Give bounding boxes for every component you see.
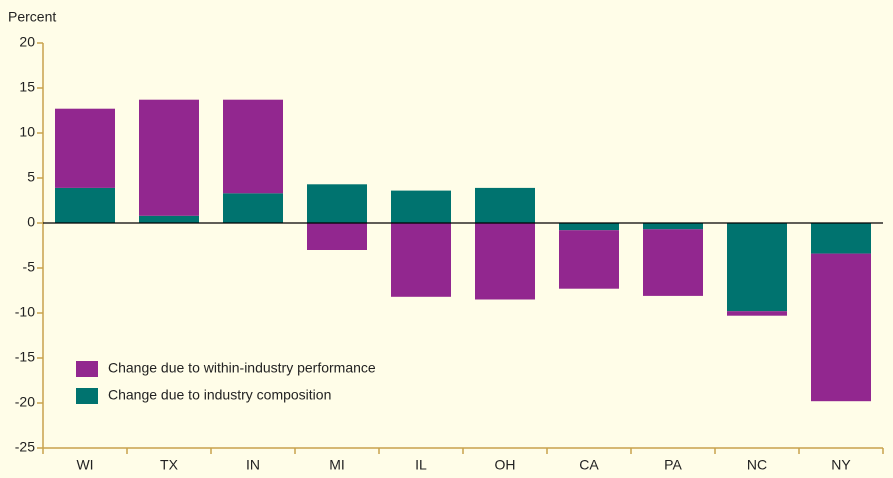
y-tick-label: 0 (27, 214, 35, 230)
bar (139, 99, 199, 216)
bar (643, 229, 703, 296)
x-tick-label: TX (160, 457, 179, 473)
bar (559, 223, 619, 231)
x-tick-label: IL (415, 457, 427, 473)
bar (55, 187, 115, 223)
bar (559, 230, 619, 289)
bar (643, 223, 703, 230)
x-tick-label: WI (76, 457, 93, 473)
y-tick-label: -25 (15, 439, 35, 455)
bar (475, 187, 535, 223)
legend-swatch (76, 361, 98, 377)
y-tick-label: 10 (19, 124, 35, 140)
bar (55, 108, 115, 188)
bar (391, 190, 451, 223)
bar (727, 311, 787, 316)
y-axis-label: Percent (8, 9, 56, 25)
x-tick-label: CA (579, 457, 599, 473)
bar (307, 184, 367, 223)
bar (811, 253, 871, 402)
bar (223, 193, 283, 223)
bar (727, 223, 787, 312)
x-tick-label: OH (495, 457, 516, 473)
y-tick-label: -5 (23, 259, 36, 275)
bar (307, 223, 367, 250)
y-tick-label: 15 (19, 79, 35, 95)
legend-label: Change due to industry composition (108, 387, 331, 403)
bar (475, 223, 535, 300)
x-tick-label: PA (664, 457, 682, 473)
y-tick-label: -10 (15, 304, 35, 320)
x-tick-label: MI (329, 457, 345, 473)
bar (139, 215, 199, 223)
x-tick-label: IN (246, 457, 260, 473)
x-tick-label: NC (747, 457, 767, 473)
y-tick-label: 20 (19, 34, 35, 50)
y-tick-label: 5 (27, 169, 35, 185)
bar (391, 223, 451, 297)
y-tick-label: -20 (15, 394, 35, 410)
legend-swatch (76, 388, 98, 404)
legend-label: Change due to within-industry performanc… (108, 360, 376, 376)
bar (223, 99, 283, 194)
x-tick-label: NY (831, 457, 851, 473)
y-tick-label: -15 (15, 349, 35, 365)
bar (811, 223, 871, 254)
